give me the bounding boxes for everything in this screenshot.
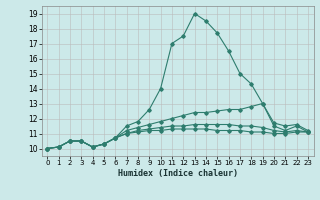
X-axis label: Humidex (Indice chaleur): Humidex (Indice chaleur)	[118, 169, 237, 178]
